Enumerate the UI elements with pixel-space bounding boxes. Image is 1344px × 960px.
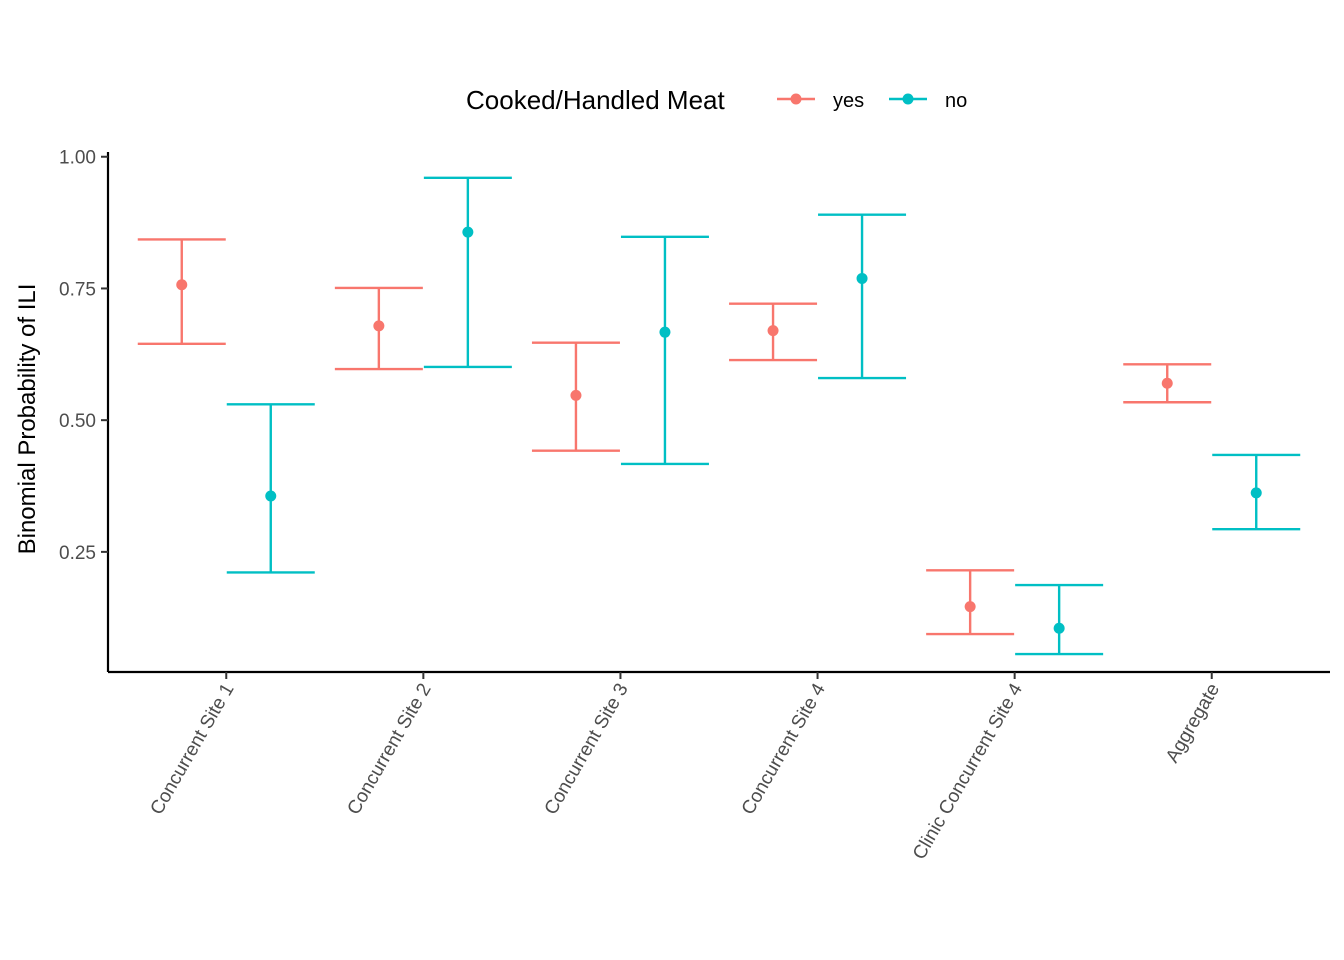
legend-label: yes [833,90,864,112]
legend-item-no: no [889,90,967,112]
point-no-5 [1250,487,1262,499]
y-axis-title: Binomial Probability of ILI [14,284,41,555]
legend-key-point [790,93,802,105]
y-tick-label: 0.75 [59,279,96,300]
legend-key-point [902,93,914,105]
point-yes-4 [964,601,976,613]
x-tick-label: Clinic Concurrent Site 4 [909,680,1027,864]
y-tick-label: 1.00 [59,148,96,169]
point-no-3 [856,272,868,284]
point-yes-5 [1161,377,1173,389]
x-tick-label: Concurrent Site 1 [146,680,238,819]
point-no-4 [1053,622,1065,634]
series-no [226,176,1301,656]
legend-title: Cooked/Handled Meat [466,85,725,115]
point-yes-0 [176,279,188,291]
legend-item-yes: yes [777,90,864,112]
x-tick-label: Concurrent Site 2 [344,680,436,819]
legend-label: no [945,90,967,112]
point-no-0 [265,490,277,502]
y-tick-label: 0.50 [59,411,96,432]
series-yes [137,238,1212,636]
point-no-2 [659,326,671,338]
x-tick-label: Aggregate [1162,680,1224,766]
x-tick-label: Concurrent Site 4 [738,680,830,819]
x-tick-label: Concurrent Site 3 [541,680,633,819]
point-yes-3 [767,325,779,337]
legend: Cooked/Handled Meat yes no [466,85,967,115]
y-tick-label: 0.25 [59,543,96,564]
point-yes-1 [373,320,385,332]
point-yes-2 [570,389,582,401]
point-no-1 [462,226,474,238]
